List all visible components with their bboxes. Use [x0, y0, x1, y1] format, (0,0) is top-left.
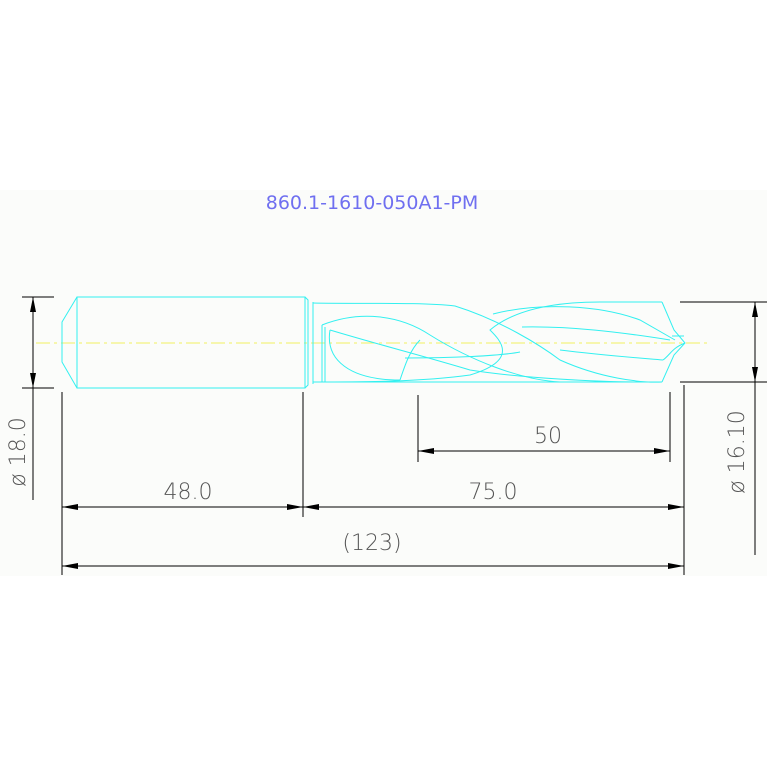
shank-diameter-label: ø 18.0: [6, 417, 31, 486]
body-length-dimension: 75.0: [303, 480, 684, 510]
overall-length-dimension: (123): [62, 531, 684, 569]
drill-fluted-body: [312, 301, 686, 383]
shank-diameter-dimension: ø 18.0: [6, 296, 54, 500]
body-diameter-dimension: ø 16.10: [680, 301, 767, 555]
shank-length-dimension: 48.0: [62, 480, 303, 510]
drill-shank: [61, 296, 314, 389]
overall-length-label: (123): [342, 531, 401, 556]
drawing-sheet: [0, 190, 767, 576]
flute-length-label: 50: [534, 424, 562, 449]
flute-length-dimension: 50: [418, 424, 670, 454]
shank-length-label: 48.0: [164, 480, 213, 505]
body-length-label: 75.0: [469, 480, 518, 505]
part-number-title: 860.1-1610-050A1-PM: [266, 192, 479, 214]
body-diameter-label: ø 16.10: [725, 410, 750, 493]
